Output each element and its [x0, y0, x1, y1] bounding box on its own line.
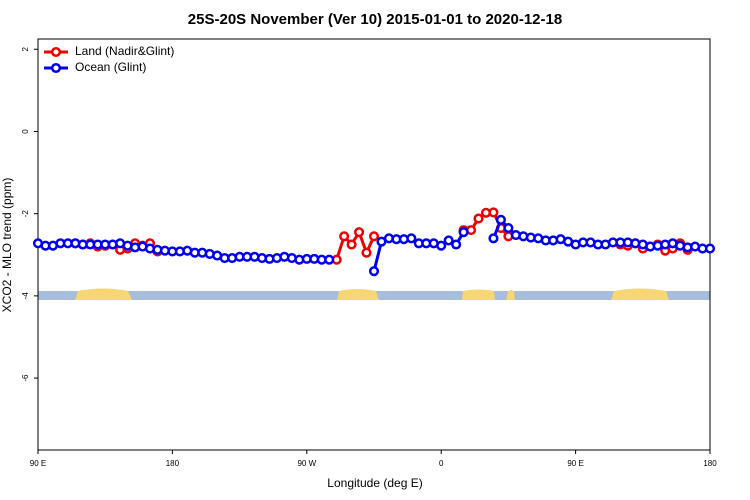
- chart-title: 25S-20S November (Ver 10) 2015-01-01 to …: [188, 11, 562, 28]
- point: [451, 239, 462, 250]
- point: [354, 227, 365, 238]
- point: [443, 235, 454, 246]
- y-tick-label: -2: [21, 210, 30, 218]
- point: [488, 233, 499, 244]
- legend-label: Ocean (Glint): [75, 60, 146, 74]
- y-tick-label: 0: [21, 129, 30, 134]
- legend-marker: [50, 62, 62, 74]
- legend-marker: [50, 46, 62, 58]
- point: [458, 227, 469, 238]
- y-tick-label: 2: [21, 47, 30, 52]
- legend-label: Land (Nadir&Glint): [75, 44, 174, 58]
- point: [503, 223, 514, 234]
- land-ocean-mask: [38, 288, 710, 300]
- x-tick-label: 90 E: [567, 459, 583, 468]
- point: [495, 214, 506, 225]
- x-axis-label: Longitude (deg E): [327, 476, 422, 490]
- point: [488, 207, 499, 218]
- x-tick-label: 0: [439, 459, 444, 468]
- point: [339, 231, 350, 242]
- point: [704, 243, 716, 254]
- point: [346, 239, 357, 250]
- x-tick-label: 90 E: [30, 459, 46, 468]
- y-axis-label: XCO2 - MLO trend (ppm): [0, 178, 14, 313]
- x-tick-label: 90 W: [297, 459, 316, 468]
- point: [406, 233, 417, 244]
- point: [368, 266, 380, 277]
- x-tick-label: 180: [166, 459, 180, 468]
- x-tick-label: 180: [703, 459, 717, 468]
- point: [361, 247, 372, 258]
- point: [436, 240, 447, 251]
- point: [473, 213, 484, 224]
- point: [368, 231, 380, 242]
- point: [324, 254, 335, 265]
- y-tick-label: -4: [21, 292, 30, 300]
- y-tick-label: -6: [21, 374, 30, 382]
